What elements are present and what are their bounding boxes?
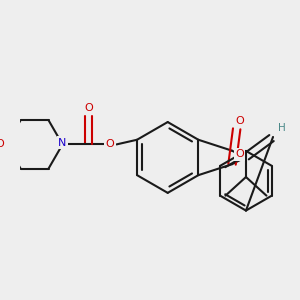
Text: O: O (106, 140, 114, 149)
Text: N: N (58, 137, 67, 148)
Text: H: H (278, 123, 286, 133)
Text: O: O (235, 116, 244, 126)
Text: O: O (0, 140, 4, 149)
Text: O: O (235, 149, 244, 159)
Text: O: O (84, 103, 93, 113)
